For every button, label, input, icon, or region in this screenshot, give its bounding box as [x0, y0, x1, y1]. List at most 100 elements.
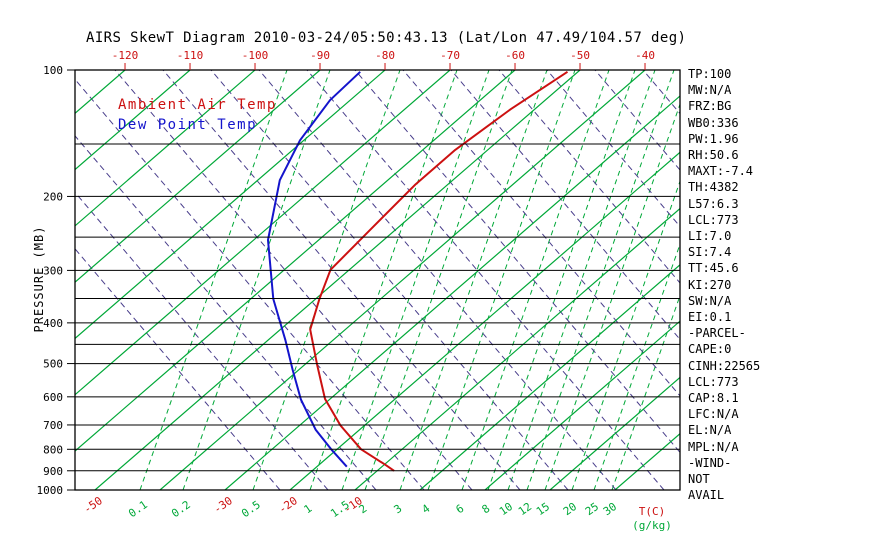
top-temp-label: -90 [310, 49, 330, 62]
mixing-ratio-line [544, 102, 680, 490]
top-temp-label: -60 [505, 49, 525, 62]
stat-line: RH:50.6 [688, 148, 739, 163]
mixing-ratio-line [182, 70, 331, 490]
stat-line: LFC:N/A [688, 407, 739, 422]
dry-adiabat-line [75, 135, 377, 490]
bottom-temp-label: -50 [81, 494, 105, 516]
top-temp-label: -70 [440, 49, 460, 62]
isotherm-line [224, 95, 680, 490]
mixing-ratio-label: 3 [392, 502, 405, 516]
top-temp-label: -40 [635, 49, 655, 62]
pressure-tick-label: 500 [43, 358, 63, 371]
plot-border [74, 69, 681, 491]
stat-line: WB0:336 [688, 115, 739, 130]
stat-line: CINH:22565 [688, 358, 761, 373]
bottom-temp-label: -20 [276, 494, 300, 516]
pressure-tick-label: 100 [43, 64, 63, 77]
pressure-tick-label: 800 [43, 443, 63, 456]
mixing-ratio-line [507, 70, 656, 490]
mixing-ratio-line [309, 70, 458, 490]
top-temp-label: -100 [242, 49, 269, 62]
stat-line: -WIND- [688, 455, 732, 470]
stat-line: CAP:8.1 [688, 391, 739, 406]
ambient-temp-profile [309, 70, 569, 472]
dry-adiabat-line [162, 70, 521, 490]
top-temp-label: -120 [112, 49, 139, 62]
ratio-unit-label: (g/kg) [632, 519, 672, 532]
isotherm-line [75, 70, 386, 340]
plot-lines-group [75, 70, 870, 490]
mixing-ratio-label: 0.5 [239, 498, 263, 520]
isotherm-line [354, 207, 680, 490]
dry-adiabat-line [450, 70, 680, 341]
mixing-ratio-label: 0.2 [169, 498, 193, 520]
dry-adiabat-line [75, 191, 329, 490]
stat-line: MW:N/A [688, 83, 732, 98]
dry-adiabat-line [402, 70, 680, 397]
dry-adiabat-line [354, 70, 680, 454]
legend-dew-point-temp: Dew Point Temp [118, 117, 258, 133]
mixing-ratio-line [571, 179, 680, 490]
stat-line: CAPE:0 [688, 342, 732, 357]
mixing-ratio-line [139, 70, 288, 490]
pressure-tick-label: 200 [43, 190, 63, 203]
mixing-ratio-line [364, 70, 513, 490]
isotherm-line [289, 151, 680, 490]
mixing-ratio-label: 10 [497, 500, 515, 518]
stat-line: TP:100 [688, 67, 732, 81]
isotherm-line [75, 70, 191, 171]
stat-line: SW:N/A [688, 293, 732, 308]
isotherm-line [75, 70, 256, 227]
stat-line: PW:1.96 [688, 131, 739, 146]
top-temp-label: -110 [177, 49, 204, 62]
stat-line: LCL:773 [688, 374, 739, 389]
legend-ambient-air-temp: Ambient Air Temp [118, 97, 277, 113]
dry-adiabat-line [75, 78, 425, 490]
dry-adiabat-line [114, 70, 473, 490]
stat-line: MPL:N/A [688, 439, 739, 454]
pressure-tick-label: 900 [43, 465, 63, 478]
bottom-temp-label: -30 [211, 494, 235, 516]
dry-adiabat-line [258, 70, 617, 490]
stat-line: TT:45.6 [688, 261, 739, 276]
stat-line: LI:7.0 [688, 229, 732, 244]
dry-adiabat-line [306, 70, 665, 490]
stat-line: -PARCEL- [688, 326, 746, 341]
mixing-ratio-line [252, 70, 401, 490]
dry-adiabat-line [75, 248, 281, 490]
isotherm-line [75, 70, 451, 396]
mixing-ratio-label: 4 [420, 502, 433, 517]
mixing-ratio-label: 20 [561, 500, 579, 518]
top-temp-label: -50 [570, 49, 590, 62]
stat-line: NOT [688, 472, 710, 487]
mixing-ratio-label: 1 [302, 502, 315, 516]
mixing-ratio-label: 2 [357, 502, 370, 516]
pressure-tick-label: 300 [43, 264, 63, 277]
pressure-tick-label: 700 [43, 419, 63, 432]
y-axis-title: PRESSURE (MB) [32, 225, 46, 333]
mixing-ratio-label: 25 [583, 500, 601, 518]
stat-line: TH:4382 [688, 180, 739, 195]
mixing-ratio-line [399, 70, 548, 490]
stat-line: SI:7.4 [688, 245, 732, 260]
isotherm-line [419, 264, 680, 490]
mixing-ratio-line [487, 70, 636, 490]
dry-adiabat-line [498, 70, 680, 284]
mixing-ratio-line [427, 70, 576, 490]
stats-panel: TP:100 MW:N/A FRZ:BG WB0:336 PW:1.96 RH:50.6 M… [688, 66, 760, 503]
pressure-tick-label: 600 [43, 391, 63, 404]
mixing-ratio-line [341, 70, 490, 490]
isotherm-line [75, 70, 321, 283]
stat-line: LCL:773 [688, 212, 739, 227]
stat-line: MAXT:-7.4 [688, 164, 754, 179]
stat-line: EL:N/A [688, 423, 732, 438]
stat-line: EI:0.1 [688, 310, 732, 325]
mixing-ratio-label: 12 [516, 500, 534, 518]
pressure-tick-label: 1000 [37, 484, 64, 497]
stat-line: L57:6.3 [688, 196, 739, 211]
isotherm-line [159, 70, 646, 490]
mixing-ratio-label: 8 [480, 502, 493, 516]
dry-adiabat-line [835, 70, 870, 490]
dry-adiabat-line [787, 70, 870, 490]
